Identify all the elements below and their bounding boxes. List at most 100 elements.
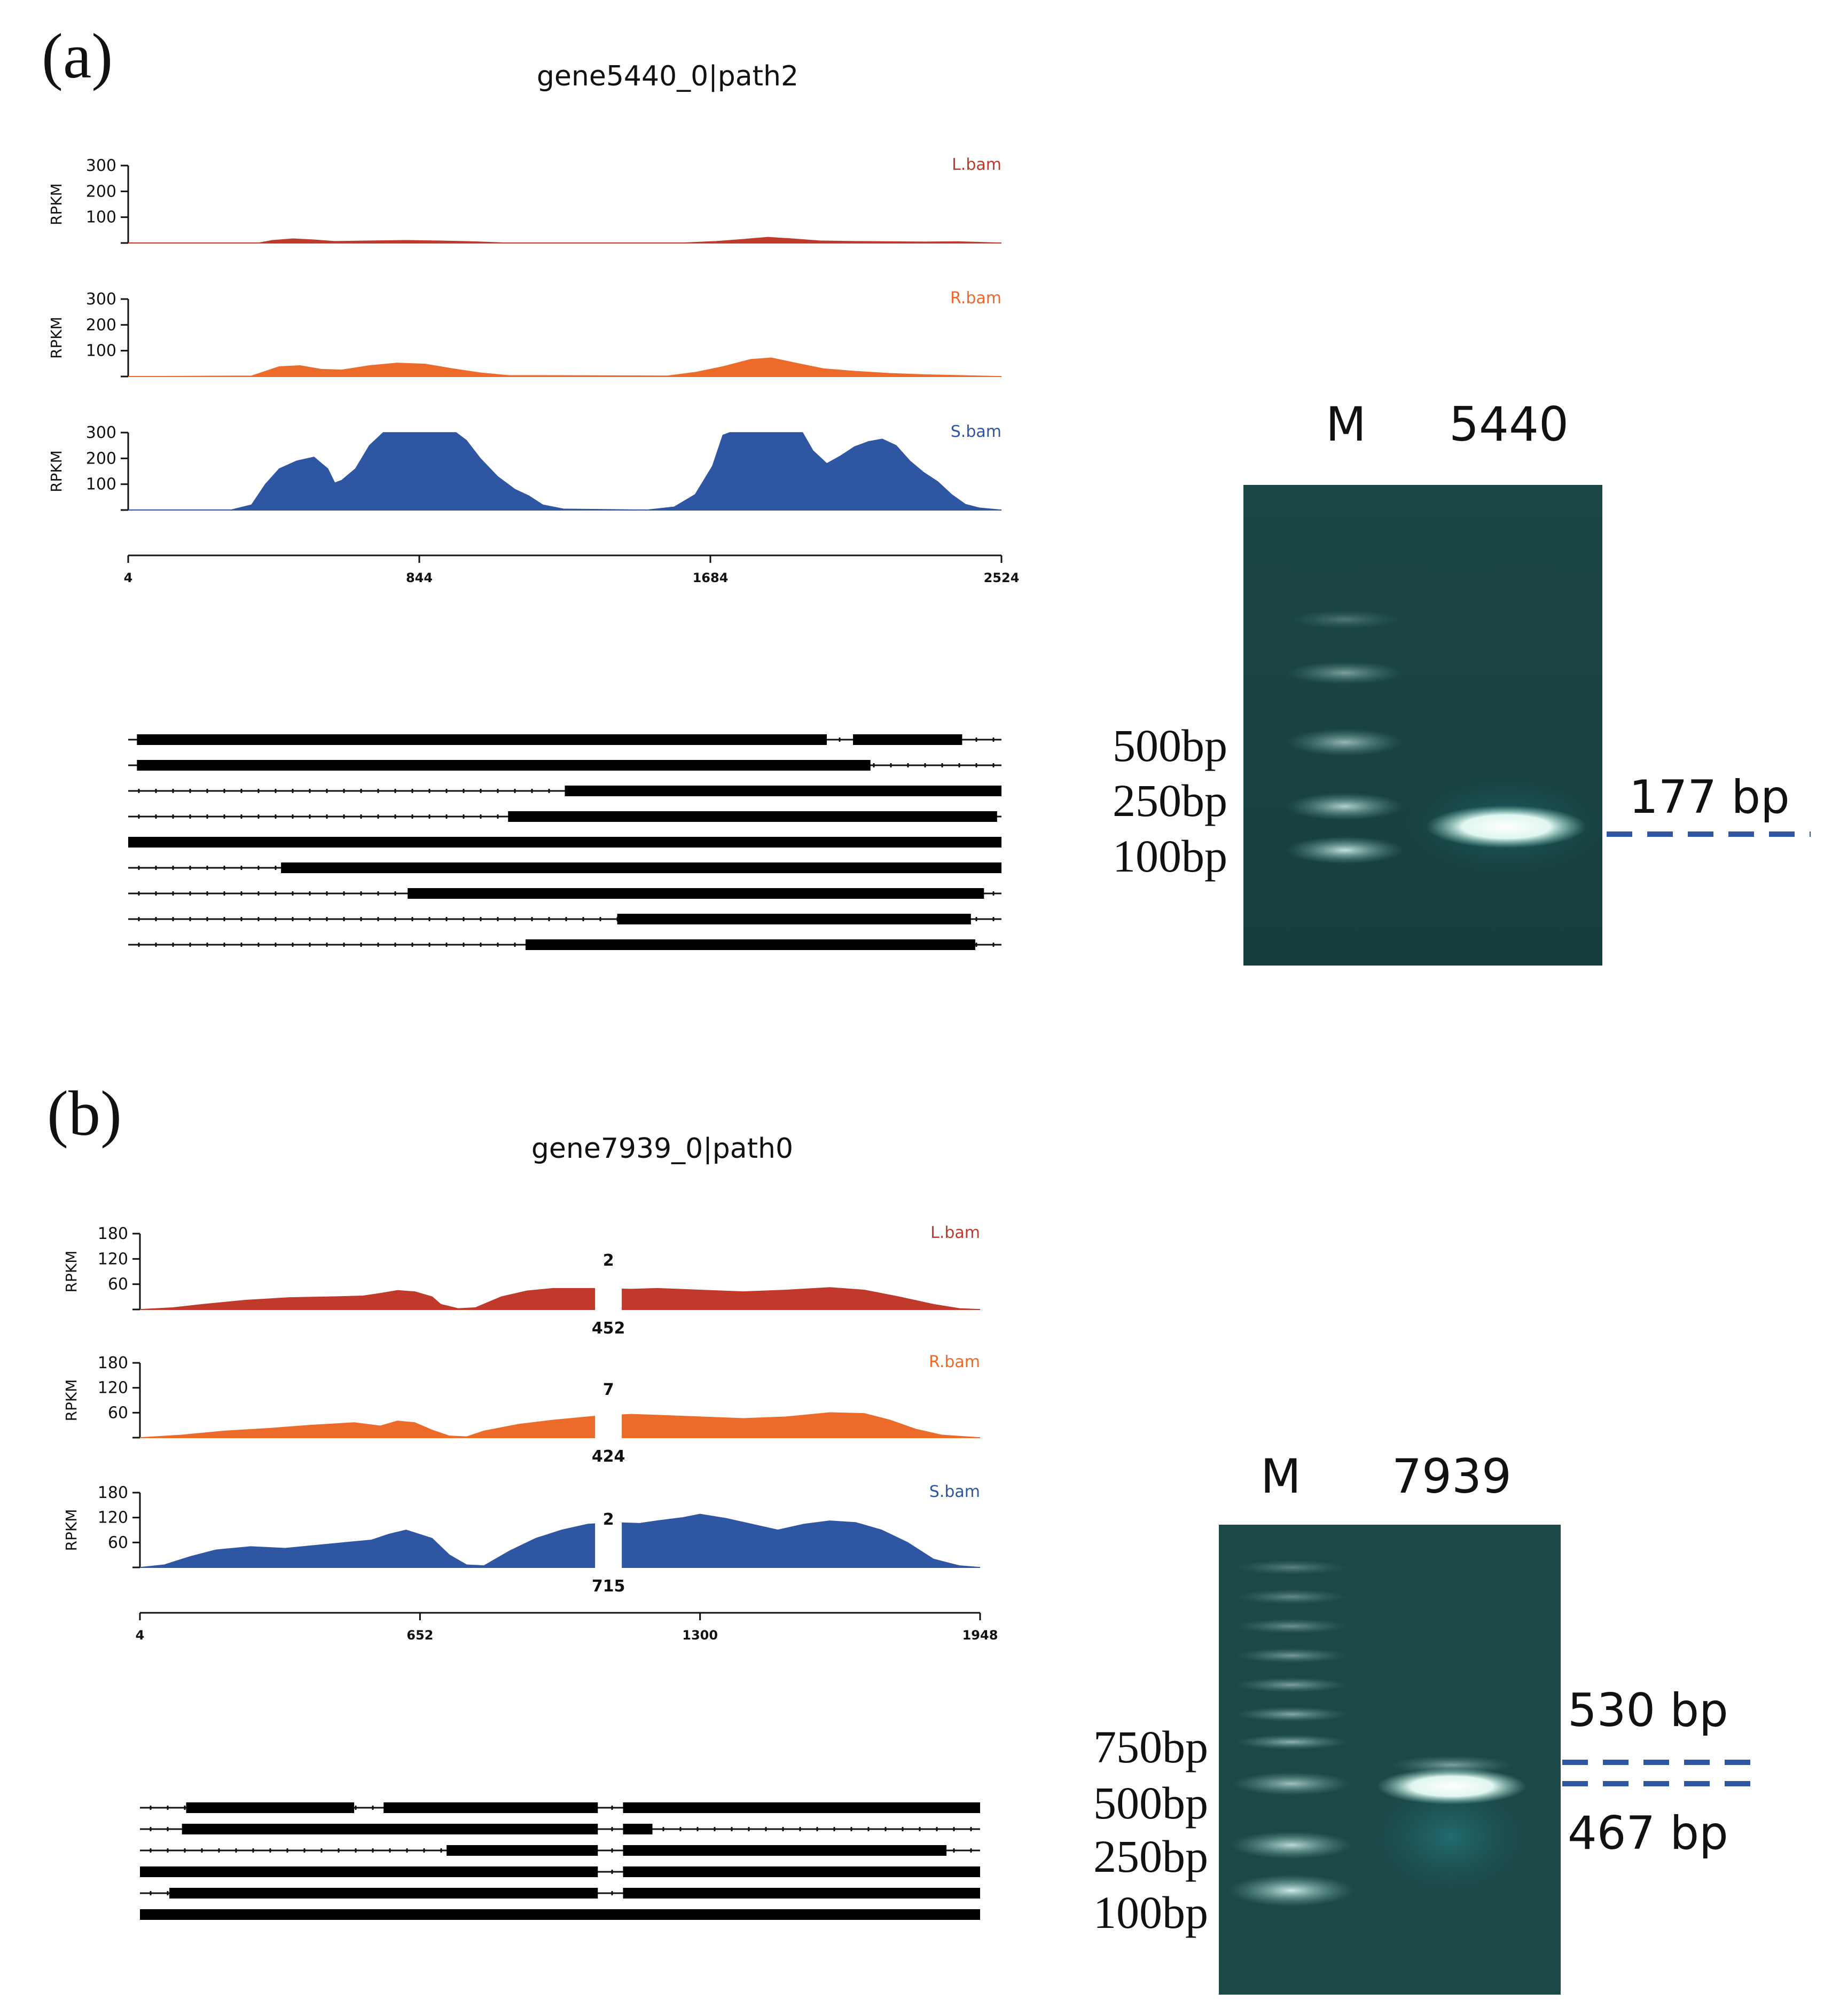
exon-block [623, 1888, 980, 1899]
y-tick-label: 120 [98, 1379, 128, 1398]
exon-block [565, 786, 1001, 796]
gel-b-ladder-band [1232, 1772, 1351, 1795]
junction-gap [595, 1509, 622, 1568]
exon-block [169, 1888, 598, 1899]
track-label: S.bam [929, 1482, 980, 1501]
exon-block [186, 1802, 355, 1813]
gel-a-ladder-band [1286, 661, 1404, 685]
gel-b-lane-label-sample: 7939 [1392, 1449, 1512, 1504]
y-tick-label: 60 [108, 1403, 128, 1422]
coverage-area [128, 237, 1002, 244]
transcript-model [140, 1909, 980, 1920]
exon-block [623, 1802, 980, 1813]
exon-block [447, 1845, 598, 1856]
junction-position: 715 [592, 1577, 625, 1596]
junction-gap [595, 1250, 622, 1311]
y-tick-label: 300 [86, 156, 116, 175]
gel-b-sample-band [1377, 1768, 1526, 1805]
panel-a-letter: (a) [42, 20, 113, 91]
x-tick-label: 1300 [682, 1628, 718, 1643]
gel-a-band-label: 177 bp [1629, 771, 1790, 824]
gel-b-ladder-band [1235, 1707, 1348, 1722]
gel-b-marker-size: 750bp [1093, 1721, 1208, 1772]
x-tick-label: 844 [406, 570, 433, 585]
track-label: L.bam [930, 1223, 980, 1242]
exon-block [508, 811, 997, 822]
transcript-model [128, 837, 1001, 848]
gel-a-sample-band [1426, 805, 1586, 848]
exon-block [182, 1824, 598, 1834]
track-a-R.bam: 300 200 100 RPKM R.bam [48, 289, 1002, 378]
x-tick-label: 2524 [984, 570, 1020, 585]
panel-a-coverage-tracks: 300 200 100 RPKM L.bam 300 200 100 RPKM R.bam 300 2… [48, 155, 1002, 511]
exon-block [128, 837, 1001, 848]
gel-a-marker-size: 100bp [1113, 830, 1227, 882]
junction-position: 452 [592, 1319, 625, 1338]
transcript-model [128, 888, 1001, 899]
y-tick-label: 180 [98, 1484, 128, 1502]
transcript-model [128, 914, 1001, 924]
exon-block [383, 1802, 598, 1813]
panel-b-gel: M 7939 750bp 500bp 250bp 100bp 530 bp 46… [1093, 1449, 1757, 1995]
exon-block [408, 888, 984, 899]
gel-b-sample-smear [1370, 1778, 1530, 1896]
gel-b-lane-label-marker: M [1261, 1449, 1301, 1504]
transcript-model [140, 1845, 980, 1856]
gel-b-ladder-band [1235, 1589, 1348, 1604]
gel-a-ladder-band [1289, 610, 1401, 629]
y-tick-label: 200 [86, 449, 116, 468]
gel-b-band-label-lower: 467 bp [1568, 1807, 1728, 1860]
exon-block [140, 1909, 980, 1920]
panel-a-x-axis: 4 844 1684 2524 [124, 554, 1020, 585]
junction-gap [595, 1379, 622, 1439]
gel-a-lane-label-sample: 5440 [1449, 397, 1569, 452]
gel-a-ladder-band [1286, 728, 1404, 756]
gel-a-ladder-band [1286, 793, 1404, 820]
panel-b: (b) gene7939_0|path0 180 120 60 RPKM 2 452 L.b… [47, 1078, 1757, 1995]
panel-b-title: gene7939_0|path0 [531, 1133, 793, 1165]
gel-a-marker-size: 250bp [1113, 775, 1227, 826]
transcript-model [140, 1824, 980, 1834]
gel-a-lane-label-marker: M [1326, 397, 1366, 452]
gel-b-marker-size: 100bp [1093, 1887, 1208, 1938]
track-label: R.bam [950, 289, 1001, 308]
track-b-L.bam: 180 120 60 RPKM 2 452 L.bam [62, 1223, 981, 1338]
coverage-area [128, 357, 1002, 377]
gel-b-marker-size: 500bp [1093, 1777, 1208, 1829]
x-tick-label: 1948 [962, 1628, 998, 1643]
y-tick-label: 200 [86, 182, 116, 201]
track-a-S.bam: 300 200 100 RPKM S.bam [48, 422, 1002, 511]
coverage-area [139, 1412, 981, 1438]
y-tick-label: 200 [86, 316, 116, 334]
gel-b-ladder-band [1235, 1735, 1348, 1750]
panel-b-x-axis: 4 652 1300 1948 [136, 1612, 998, 1643]
gel-b-ladder-band [1235, 1677, 1348, 1692]
y-axis-label: RPKM [48, 317, 65, 359]
transcript-model [128, 939, 1001, 950]
y-tick-label: 120 [98, 1509, 128, 1527]
panel-a-title: gene5440_0|path2 [537, 60, 799, 92]
gel-b-ladder [1235, 1560, 1348, 1750]
transcript-model [128, 734, 1001, 745]
y-tick-label: 60 [108, 1533, 128, 1552]
transcript-model [128, 760, 1001, 771]
gel-a-marker-size: 500bp [1113, 720, 1227, 771]
track-b-S.bam: 180 120 60 RPKM 2 715 S.bam [62, 1482, 981, 1596]
y-axis-label: RPKM [62, 1509, 80, 1551]
gel-a-ladder-band [1286, 836, 1404, 864]
gel-a-image [1243, 485, 1602, 966]
panel-a-transcript-models [128, 734, 1001, 950]
transcript-model [140, 1802, 980, 1813]
gel-b-marker-size: 250bp [1093, 1831, 1208, 1882]
panel-b-letter: (b) [47, 1078, 122, 1149]
junction-count: 7 [603, 1380, 614, 1399]
gel-b-ladder-band [1230, 1831, 1353, 1859]
gel-b-ladder-band [1228, 1874, 1355, 1907]
junction-position: 424 [592, 1447, 625, 1466]
y-tick-label: 300 [86, 290, 116, 309]
exon-block [623, 1866, 980, 1877]
junction-count: 2 [603, 1251, 614, 1270]
exon-block [853, 734, 962, 745]
transcript-model [128, 862, 1001, 873]
